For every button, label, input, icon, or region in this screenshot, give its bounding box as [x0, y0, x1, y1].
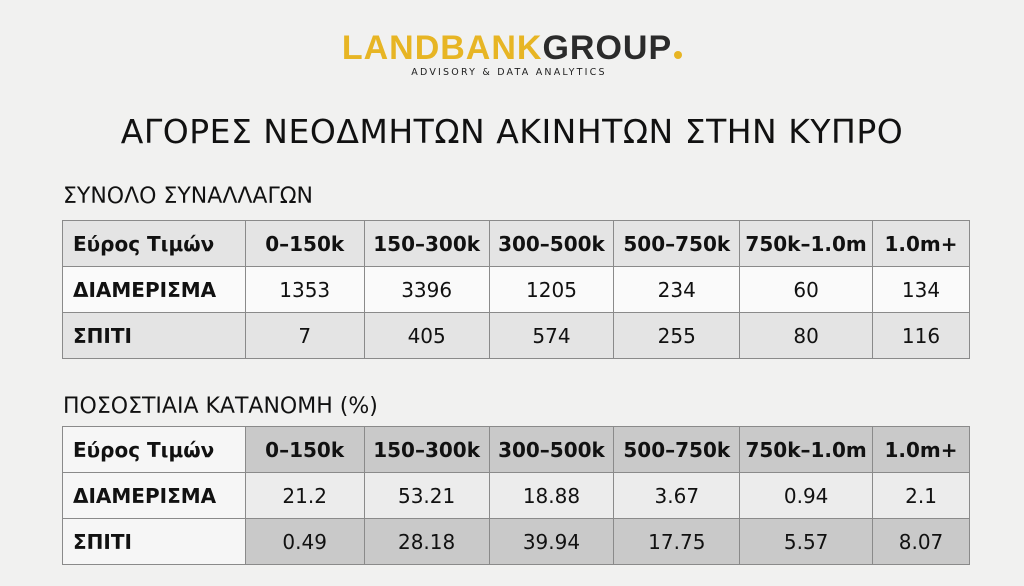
row-label: ΔΙΑΜΕΡΙΣΜΑ	[62, 266, 246, 313]
row-label: ΣΠΙΤΙ	[62, 312, 246, 359]
table-cell: 5.57	[739, 518, 874, 565]
logo-part2: GROUP	[542, 29, 673, 67]
transactions-table: Εύρος Τιμών 0–150k 150–300k 300–500k 500–750…	[62, 220, 970, 359]
table-cell: 574	[488, 312, 615, 359]
column-header: 300–500k	[488, 426, 615, 473]
table-row: ΔΙΑΜΕΡΙΣΜΑ 21.2 53.21 18.88 3.67 0.94 2.1	[62, 472, 970, 519]
header-row: Εύρος Τιμών 0–150k 150–300k 300–500k 500–750…	[62, 220, 970, 267]
column-header: Εύρος Τιμών	[62, 220, 246, 267]
column-header: 300–500k	[488, 220, 615, 267]
column-header: 1.0m+	[872, 426, 970, 473]
column-header: 1.0m+	[872, 220, 970, 267]
table-cell: 134	[872, 266, 970, 313]
page-title: ΑΓΟΡΕΣ ΝΕΟΔΜΗΤΩΝ ΑΚΙΝΗΤΩΝ ΣΤΗΝ ΚΥΠΡΟ	[120, 112, 904, 151]
row-label: ΣΠΙΤΙ	[62, 518, 246, 565]
column-header: 0–150k	[244, 220, 365, 267]
table-row: ΔΙΑΜΕΡΙΣΜΑ 1353 3396 1205 234 60 134	[62, 266, 970, 313]
table-cell: 0.49	[244, 518, 365, 565]
table1-heading: ΣΥΝΟΛΟ ΣΥΝΑΛΛΑΓΩΝ	[63, 184, 313, 209]
row-label: ΔΙΑΜΕΡΙΣΜΑ	[62, 472, 246, 519]
table-cell: 60	[739, 266, 874, 313]
table-cell: 405	[363, 312, 490, 359]
logo-dot	[674, 51, 683, 59]
logo-tagline: ADVISORY & DATA ANALYTICS	[411, 67, 607, 78]
table-row: ΣΠΙΤΙ 7 405 574 255 80 116	[62, 312, 970, 359]
table-cell: 234	[613, 266, 741, 313]
table2-heading: ΠΟΣΟΣΤΙΑΙΑ ΚΑΤΑΝΟΜΗ (%)	[63, 394, 378, 419]
table-cell: 0.94	[739, 472, 874, 519]
header-row: Εύρος Τιμών 0–150k 150–300k 300–500k 500–750…	[62, 426, 970, 473]
table-cell: 53.21	[363, 472, 490, 519]
table-cell: 3396	[363, 266, 490, 313]
column-header: 750k–1.0m	[739, 426, 874, 473]
column-header: Εύρος Τιμών	[62, 426, 246, 473]
table-cell: 28.18	[363, 518, 490, 565]
table-cell: 255	[613, 312, 741, 359]
column-header: 0–150k	[244, 426, 365, 473]
logo-part1: LANDBANK	[341, 29, 543, 67]
column-header: 150–300k	[363, 426, 490, 473]
column-header: 150–300k	[363, 220, 490, 267]
table-cell: 116	[872, 312, 970, 359]
table-cell: 2.1	[872, 472, 970, 519]
table-row: ΣΠΙΤΙ 0.49 28.18 39.94 17.75 5.57 8.07	[62, 518, 970, 565]
table-cell: 18.88	[488, 472, 615, 519]
column-header: 500–750k	[613, 220, 741, 267]
table-cell: 80	[739, 312, 874, 359]
table-cell: 1353	[244, 266, 365, 313]
distribution-table: Εύρος Τιμών 0–150k 150–300k 300–500k 500–750…	[62, 426, 970, 565]
table-cell: 21.2	[244, 472, 365, 519]
column-header: 500–750k	[613, 426, 741, 473]
table-cell: 8.07	[872, 518, 970, 565]
table-cell: 39.94	[488, 518, 615, 565]
table-cell: 7	[244, 312, 365, 359]
column-header: 750k–1.0m	[739, 220, 874, 267]
table-cell: 1205	[488, 266, 615, 313]
table-cell: 17.75	[613, 518, 741, 565]
logo: LANDBANKGROUP ADVISORY & DATA ANALYTICS	[0, 30, 1024, 78]
table-cell: 3.67	[613, 472, 741, 519]
